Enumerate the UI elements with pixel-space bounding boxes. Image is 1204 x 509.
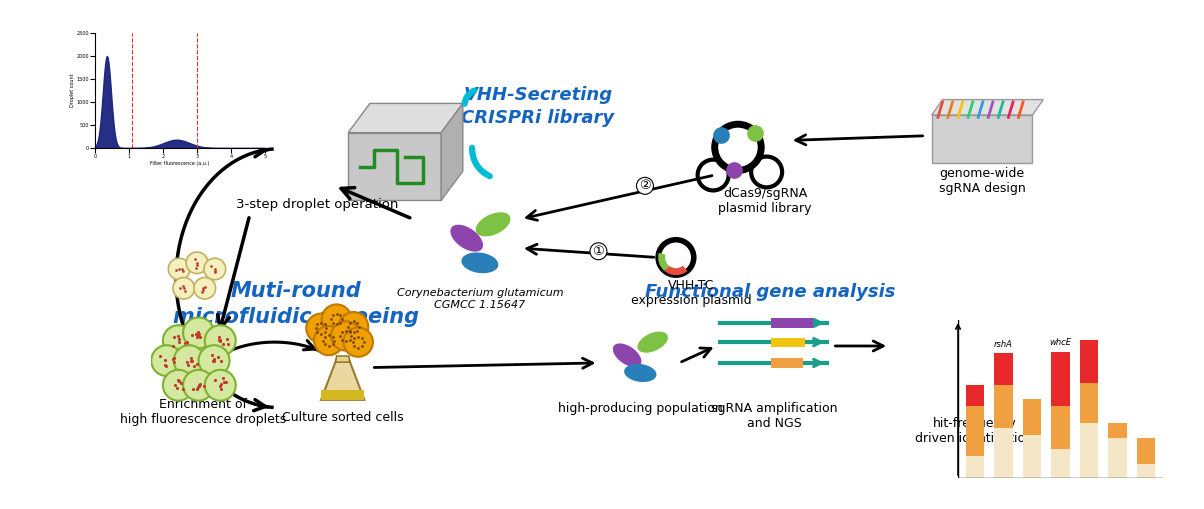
Text: Culture sorted cells: Culture sorted cells (282, 411, 403, 425)
Polygon shape (932, 115, 1033, 163)
Circle shape (152, 345, 182, 376)
Circle shape (306, 314, 336, 343)
Bar (1108, 438, 1127, 478)
Bar (966, 385, 985, 406)
Polygon shape (476, 212, 510, 236)
Text: sgRNA amplification
and NGS: sgRNA amplification and NGS (712, 402, 838, 430)
Circle shape (343, 327, 373, 357)
Circle shape (163, 370, 194, 401)
Text: ②: ② (639, 179, 651, 192)
Text: whcE: whcE (1050, 338, 1072, 347)
Polygon shape (321, 390, 365, 400)
Polygon shape (932, 100, 1044, 115)
Wedge shape (659, 253, 669, 271)
Circle shape (163, 325, 194, 356)
Circle shape (173, 277, 195, 299)
Circle shape (331, 321, 360, 351)
Polygon shape (624, 364, 656, 382)
Text: ①: ① (592, 245, 604, 258)
Bar (1080, 423, 1098, 478)
Bar (1080, 340, 1098, 383)
Circle shape (314, 326, 343, 355)
Text: Enrichment of
high fluorescence droplets: Enrichment of high fluorescence droplets (120, 399, 287, 427)
Circle shape (183, 370, 214, 401)
Circle shape (187, 252, 208, 274)
FancyBboxPatch shape (771, 337, 805, 347)
Bar (1022, 399, 1041, 435)
Circle shape (205, 325, 236, 356)
Bar (1051, 352, 1069, 406)
Circle shape (199, 345, 230, 376)
Bar (966, 406, 985, 457)
Bar (995, 428, 1013, 478)
Bar (1022, 435, 1041, 478)
Polygon shape (336, 356, 349, 362)
X-axis label: Filter fluorescence (a.u.): Filter fluorescence (a.u.) (150, 161, 209, 165)
Circle shape (194, 277, 216, 299)
Bar (1137, 438, 1155, 464)
Bar (1051, 449, 1069, 478)
Polygon shape (613, 344, 642, 367)
Text: 3-step droplet operation: 3-step droplet operation (236, 198, 399, 211)
Y-axis label: Droplet count: Droplet count (70, 74, 75, 107)
Bar (1051, 406, 1069, 449)
Polygon shape (348, 133, 441, 201)
Polygon shape (348, 103, 462, 133)
Bar (966, 457, 985, 478)
Text: genome-wide
sgRNA design: genome-wide sgRNA design (939, 167, 1026, 195)
Circle shape (173, 345, 205, 376)
Text: dCas9/sgRNA
plasmid library: dCas9/sgRNA plasmid library (719, 187, 811, 215)
Text: VHH-Secreting
CRISPRi library: VHH-Secreting CRISPRi library (461, 86, 614, 127)
Wedge shape (665, 266, 687, 275)
Circle shape (203, 258, 225, 280)
FancyBboxPatch shape (771, 318, 813, 327)
Polygon shape (450, 224, 483, 251)
FancyBboxPatch shape (771, 358, 803, 367)
Polygon shape (321, 359, 365, 400)
Bar (1137, 464, 1155, 478)
Text: Functional gene analysis: Functional gene analysis (645, 283, 896, 301)
Polygon shape (441, 103, 462, 201)
Circle shape (169, 258, 190, 280)
Text: hit-frequency
driven identifiction: hit-frequency driven identifiction (915, 417, 1033, 445)
Text: Muti-round
microfluidic screeing: Muti-round microfluidic screeing (173, 280, 419, 327)
Text: rshA: rshA (995, 340, 1013, 349)
Bar (1108, 423, 1127, 438)
Polygon shape (637, 331, 668, 353)
Circle shape (338, 312, 368, 342)
Polygon shape (461, 252, 498, 273)
Circle shape (183, 318, 214, 348)
Circle shape (205, 370, 236, 401)
Bar (995, 385, 1013, 428)
Circle shape (321, 304, 352, 334)
Text: Corynebacterium glutamicum
CGMCC 1.15647: Corynebacterium glutamicum CGMCC 1.15647 (396, 288, 563, 310)
Text: VHH-TC
expression plasmid: VHH-TC expression plasmid (631, 279, 751, 307)
Bar (995, 353, 1013, 385)
Bar (1080, 383, 1098, 423)
Text: high-producing population: high-producing population (557, 402, 722, 415)
